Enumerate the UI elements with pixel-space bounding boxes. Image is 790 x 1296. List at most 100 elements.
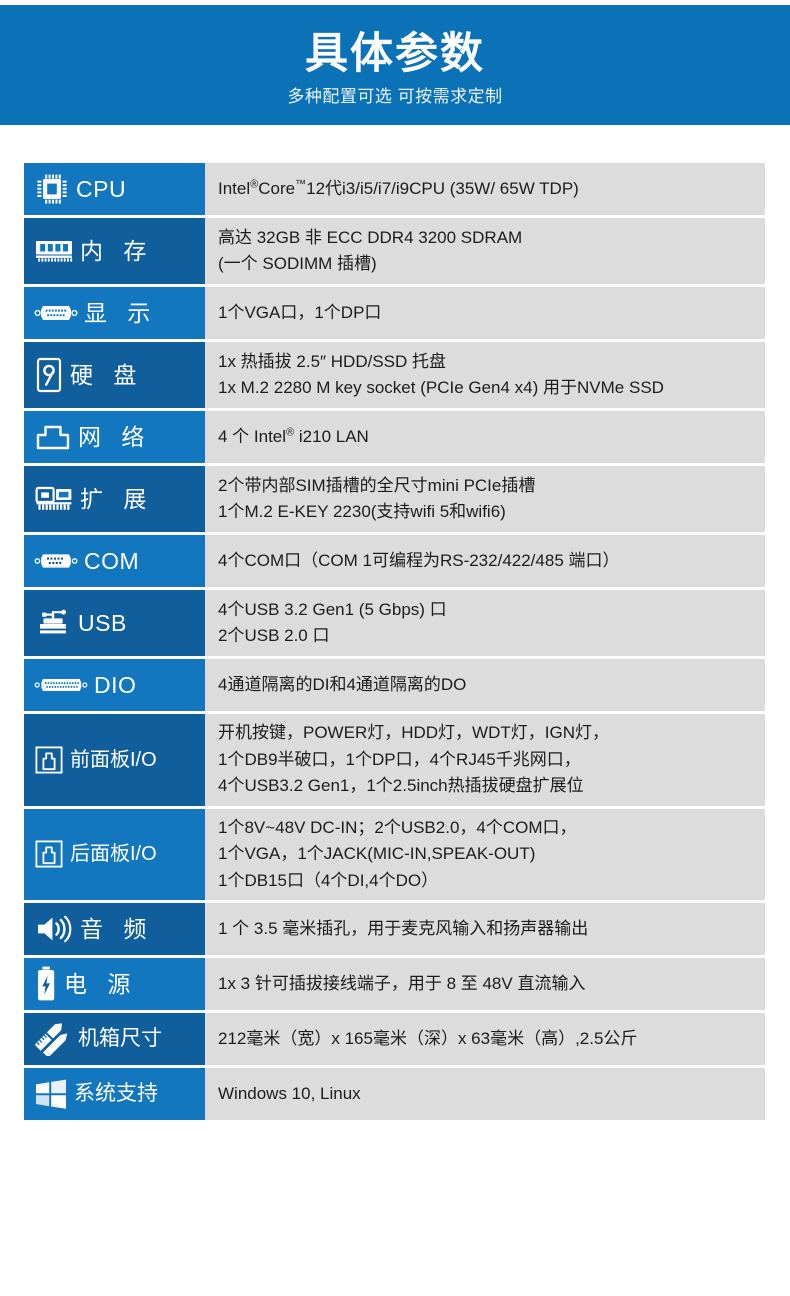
spec-value-cell: 开机按键，POWER灯，HDD灯，WDT灯，IGN灯， 1个DB9半破口，1个DP… [205, 714, 765, 806]
serial-port-icon [34, 551, 78, 571]
spec-value-line: Windows 10, Linux [218, 1083, 361, 1103]
table-row: 内 存 高达 32GB 非 ECC DDR4 3200 SDRAM (一个 SODI… [24, 218, 765, 284]
spec-label-text: USB [78, 610, 127, 636]
spec-label-cell: CPU [24, 163, 205, 215]
spec-label-cell: 机箱尺寸 [24, 1013, 205, 1065]
spec-value-line: 4 个 Intel® i210 LAN [218, 426, 369, 446]
spec-value-cell: 1x 3 针可插拔接线端子，用于 8 至 48V 直流输入 [205, 958, 765, 1010]
spec-label-text: 扩 展 [80, 486, 154, 512]
spec-value-cell: 1x 热插拔 2.5″ HDD/SSD 托盘 1x M.2 2280 M key … [205, 342, 765, 408]
ruler-pencil-icon [34, 1022, 72, 1056]
spec-value-line: 高达 32GB 非 ECC DDR4 3200 SDRAM [218, 227, 523, 247]
memory-module-icon [34, 238, 74, 264]
spec-label-cell: 系统支持 [24, 1068, 205, 1120]
spec-label-cell: COM [24, 535, 205, 587]
spec-value-cell: Intel®Core™12代i3/i5/i7/i9CPU (35W/ 65W T… [205, 163, 765, 215]
windows-logo-icon [34, 1078, 68, 1110]
table-row: 机箱尺寸 212毫米（宽）x 165毫米（深）x 63毫米（高）,2.5公斤 [24, 1013, 765, 1065]
spec-value-cell: 2个带内部SIM插槽的全尺寸mini PCIe插槽 1个M.2 E-KEY 223… [205, 466, 765, 532]
spec-label-text: 后面板I/O [70, 843, 157, 866]
spec-value-line: 1个8V~48V DC-IN；2个USB2.0，4个COM口， [218, 817, 577, 837]
spec-label-text: 机箱尺寸 [78, 1027, 162, 1050]
spec-label-cell: 前面板I/O [24, 714, 205, 806]
spec-value-cell: 1个VGA口，1个DP口 [205, 287, 765, 339]
spec-value-line: 4个COM口（COM 1可编程为RS-232/422/485 端口） [218, 550, 620, 570]
spec-label-text: 前面板I/O [70, 748, 157, 771]
spec-label-text: 系统支持 [74, 1082, 158, 1105]
table-row: 后面板I/O 1个8V~48V DC-IN；2个USB2.0，4个COM口， 1个V… [24, 808, 765, 900]
table-row: CPU Intel®Core™12代i3/i5/i7/i9CPU (35W/ 65… [24, 163, 765, 215]
spec-label-text: 音 频 [80, 916, 154, 942]
spec-value-cell: 212毫米（宽）x 165毫米（深）x 63毫米（高）,2.5公斤 [205, 1013, 765, 1065]
table-row: 音 频 1 个 3.5 毫米插孔，用于麦克风输入和扬声器输出 [24, 903, 765, 955]
table-row: COM 4个COM口（COM 1可编程为RS-232/422/485 端口） [24, 535, 765, 587]
table-row: DIO 4通道隔离的DI和4通道隔离的DO [24, 659, 765, 711]
spec-label-cell: 显 示 [24, 287, 205, 339]
spec-value-line: 开机按键，POWER灯，HDD灯，WDT灯，IGN灯， [218, 723, 609, 742]
page-subtitle: 多种配置可选 可按需求定制 [287, 87, 503, 106]
spec-value-line: 1个DB15口（4个DI,4个DO） [218, 870, 439, 890]
spec-label-text: 显 示 [84, 300, 158, 326]
spec-value-cell: 4 个 Intel® i210 LAN [205, 411, 765, 463]
spec-value-line: 1x 3 针可插拔接线端子，用于 8 至 48V 直流输入 [218, 973, 586, 993]
spec-value-line: 1x 热插拔 2.5″ HDD/SSD 托盘 [218, 351, 447, 371]
spec-value-cell: 高达 32GB 非 ECC DDR4 3200 SDRAM (一个 SODIMM … [205, 218, 765, 284]
spec-value-line: 1个DB9半破口，1个DP口，4个RJ45千兆网口， [218, 749, 581, 769]
spec-label-text: 硬 盘 [70, 362, 144, 388]
spec-value-line: 4个USB3.2 Gen1，1个2.5inch热插拔硬盘扩展位 [218, 776, 584, 795]
cpu-chip-icon [34, 172, 70, 206]
rj45-network-icon [34, 422, 72, 452]
table-row: USB 4个USB 3.2 Gen1 (5 Gbps) 口 2个USB 2.0 口 [24, 590, 765, 656]
spec-value-cell: Windows 10, Linux [205, 1068, 765, 1120]
spec-value-cell: 1 个 3.5 毫米插孔，用于麦克风输入和扬声器输出 [205, 903, 765, 955]
table-row: 网 络 4 个 Intel® i210 LAN [24, 411, 765, 463]
table-row: 电 源 1x 3 针可插拔接线端子，用于 8 至 48V 直流输入 [24, 958, 765, 1010]
spec-value-line: 4个USB 3.2 Gen1 (5 Gbps) 口 [218, 599, 447, 619]
page-title: 具体参数 [305, 30, 485, 78]
spec-label-text: CPU [76, 176, 127, 202]
spec-value-line: Intel®Core™12代i3/i5/i7/i9CPU (35W/ 65W T… [218, 178, 579, 198]
page-header-banner: 具体参数 多种配置可选 可按需求定制 [0, 5, 790, 125]
spec-value-line: 1 个 3.5 毫米插孔，用于麦克风输入和扬声器输出 [218, 918, 589, 938]
spec-value-line: 1x M.2 2280 M key socket (PCIe Gen4 x4) … [218, 378, 664, 397]
spec-label-cell: 硬 盘 [24, 342, 205, 408]
spec-label-cell: 后面板I/O [24, 808, 205, 900]
rear-panel-icon [34, 839, 64, 869]
spec-value-line: 1个M.2 E-KEY 2230(支持wifi 5和wifi6) [218, 502, 506, 521]
spec-label-cell: 网 络 [24, 411, 205, 463]
spec-value-cell: 4通道隔离的DI和4通道隔离的DO [205, 659, 765, 711]
spec-label-text: 电 源 [64, 971, 138, 997]
spec-label-cell: 扩 展 [24, 466, 205, 532]
spec-label-cell: 音 频 [24, 903, 205, 955]
table-row: 系统支持 Windows 10, Linux [24, 1068, 765, 1120]
spec-label-text: COM [84, 548, 140, 574]
spec-value-cell: 4个USB 3.2 Gen1 (5 Gbps) 口 2个USB 2.0 口 [205, 590, 765, 656]
spec-value-line: 1个VGA，1个JACK(MIC-IN,SPEAK-OUT) [218, 844, 536, 863]
vga-connector-icon [34, 302, 78, 324]
table-row: 显 示 1个VGA口，1个DP口 [24, 287, 765, 339]
spec-label-text: 网 络 [78, 424, 152, 450]
dio-connector-icon [34, 676, 88, 694]
front-panel-icon [34, 745, 64, 775]
spec-value-cell: 1个8V~48V DC-IN；2个USB2.0，4个COM口， 1个VGA，1个J… [205, 808, 765, 900]
table-row: 扩 展 2个带内部SIM插槽的全尺寸mini PCIe插槽 1个M.2 E-KEY … [24, 466, 765, 532]
spec-label-text: DIO [94, 672, 137, 698]
spec-label-cell: USB [24, 590, 205, 656]
specifications-table: CPU Intel®Core™12代i3/i5/i7/i9CPU (35W/ 65… [24, 163, 765, 1123]
table-row: 硬 盘 1x 热插拔 2.5″ HDD/SSD 托盘 1x M.2 2280 M k… [24, 342, 765, 408]
usb-plug-icon [34, 606, 72, 640]
spec-label-cell: 内 存 [24, 218, 205, 284]
spec-value-cell: 4个COM口（COM 1可编程为RS-232/422/485 端口） [205, 535, 765, 587]
battery-power-icon [34, 965, 58, 1003]
spec-label-text: 内 存 [80, 238, 154, 264]
expansion-card-icon [34, 485, 74, 513]
spec-value-line: (一个 SODIMM 插槽) [218, 254, 377, 273]
speaker-audio-icon [34, 913, 74, 945]
spec-value-line: 1个VGA口，1个DP口 [218, 302, 382, 322]
spec-value-line: 212毫米（宽）x 165毫米（深）x 63毫米（高）,2.5公斤 [218, 1028, 638, 1048]
spec-value-line: 2个USB 2.0 口 [218, 626, 330, 645]
spec-label-cell: DIO [24, 659, 205, 711]
spec-label-cell: 电 源 [24, 958, 205, 1010]
hard-disk-icon [34, 356, 64, 394]
